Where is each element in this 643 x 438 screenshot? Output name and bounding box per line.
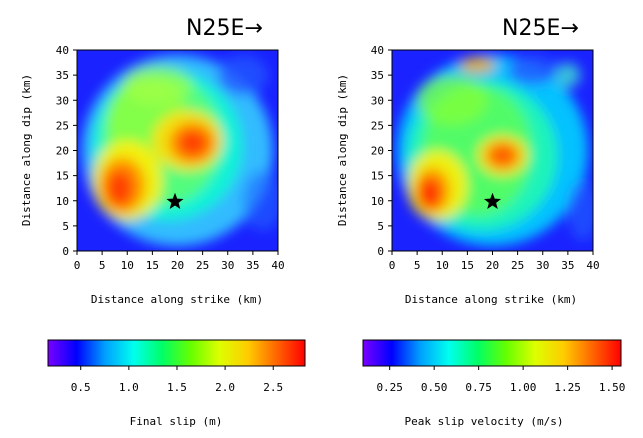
heatmap-patch — [242, 170, 278, 231]
y-tick-label: 20 — [371, 145, 384, 158]
y-tick-label: 30 — [56, 94, 69, 107]
y-tick-label: 40 — [371, 44, 384, 57]
hypocenter-star-icon — [166, 192, 184, 210]
x-tick-label: 35 — [246, 259, 259, 272]
axis-ticks: 0 5 10 15 20 25 30 35 40 0 5 10 15 20 25 30 35 40 — [371, 44, 600, 272]
x-tick-label: 30 — [221, 259, 234, 272]
colorbar-tick-label: 2.0 — [215, 381, 235, 394]
heatmap-patch — [507, 55, 558, 86]
colorbar-gradient — [47, 339, 306, 367]
x-tick-label: 40 — [271, 259, 284, 272]
heatmap-patch — [217, 55, 268, 96]
colorbar-ticks: 0.25 0.50 0.75 1.00 1.25 1.50 — [376, 366, 625, 394]
x-tick-label: 30 — [536, 259, 549, 272]
y-tick-label: 30 — [371, 94, 384, 107]
y-tick-label: 20 — [56, 145, 69, 158]
panel-final-slip: N25E→ 0 5 10 15 20 25 30 35 40 0 5 10 15 20 25 30 35 40 D… — [20, 16, 285, 306]
panel-peak-slip-velocity: N25E→ 0 5 10 15 20 25 30 35 40 0 5 10 15 20 25 30 35 40 D… — [336, 16, 600, 306]
heatmap-patch — [486, 142, 519, 169]
x-tick-label: 35 — [561, 259, 574, 272]
colorbar-tick-label: 1.5 — [167, 381, 187, 394]
colorbar-tick-label: 0.50 — [421, 381, 448, 394]
heatmap-patch — [555, 62, 581, 88]
x-tick-label: 10 — [121, 259, 134, 272]
hypocenter-star-icon — [483, 192, 502, 210]
x-tick-label: 0 — [74, 259, 81, 272]
x-tick-label: 15 — [146, 259, 159, 272]
y-tick-label: 35 — [56, 69, 69, 82]
x-tick-label: 25 — [511, 259, 524, 272]
x-tick-label: 0 — [389, 259, 396, 272]
y-tick-label: 5 — [62, 220, 69, 233]
x-tick-label: 40 — [586, 259, 599, 272]
y-tick-label: 35 — [371, 69, 384, 82]
hypocenter-star — [166, 192, 184, 210]
y-tick-label: 0 — [62, 245, 69, 258]
y-tick-label: 15 — [371, 170, 384, 183]
x-axis-label: Distance along strike (km) — [91, 293, 263, 306]
panel-title: N25E→ — [502, 16, 579, 41]
x-tick-label: 20 — [486, 259, 499, 272]
colorbar-final-slip: 0.5 1.0 1.5 2.0 2.5 Final slip (m) — [47, 339, 306, 428]
y-tick-label: 5 — [377, 220, 384, 233]
colorbar-tick-label: 0.25 — [376, 381, 403, 394]
slip-heatmap — [77, 50, 278, 251]
y-tick-label: 25 — [56, 119, 69, 132]
x-tick-label: 5 — [99, 259, 106, 272]
heatmap-patch — [180, 131, 206, 155]
colorbar-tick-label: 1.50 — [599, 381, 626, 394]
colorbar-tick-label: 1.00 — [510, 381, 537, 394]
heatmap-patch — [567, 180, 593, 241]
y-tick-label: 25 — [371, 119, 384, 132]
y-tick-label: 10 — [371, 195, 384, 208]
colorbar-tick-label: 2.5 — [263, 381, 283, 394]
x-tick-label: 10 — [436, 259, 449, 272]
x-tick-label: 5 — [414, 259, 421, 272]
colorbar-ticks: 0.5 1.0 1.5 2.0 2.5 — [71, 366, 283, 394]
heatmap-patch — [417, 75, 488, 126]
y-tick-label: 0 — [377, 245, 384, 258]
slip-velocity-heatmap — [392, 50, 593, 251]
colorbar-tick-label: 0.5 — [71, 381, 91, 394]
y-tick-label: 15 — [56, 170, 69, 183]
x-axis-label: Distance along strike (km) — [405, 293, 577, 306]
colorbar-tick-label: 0.75 — [465, 381, 492, 394]
colorbar-label: Peak slip velocity (m/s) — [405, 415, 564, 428]
heatmap-patch — [418, 178, 441, 209]
y-tick-label: 40 — [56, 44, 69, 57]
colorbar-peak-slip-velocity: 0.25 0.50 0.75 1.00 1.25 1.50 Peak slip veloc… — [362, 339, 625, 428]
colorbar-label: Final slip (m) — [130, 415, 223, 428]
x-tick-label: 25 — [196, 259, 209, 272]
x-tick-label: 20 — [171, 259, 184, 272]
colorbar-gradient — [362, 339, 622, 367]
heatmap-patch — [122, 65, 193, 106]
y-axis-label: Distance along dip (km) — [20, 74, 33, 226]
panel-title: N25E→ — [186, 16, 263, 41]
axis-ticks: 0 5 10 15 20 25 30 35 40 0 5 10 15 20 25 30 35 40 — [56, 44, 285, 272]
colorbar-tick-label: 1.25 — [554, 381, 581, 394]
hypocenter-star — [483, 192, 502, 210]
y-axis-label: Distance along dip (km) — [336, 74, 349, 226]
colorbar-tick-label: 1.0 — [119, 381, 139, 394]
x-tick-label: 15 — [461, 259, 474, 272]
y-tick-label: 10 — [56, 195, 69, 208]
heatmap-patch — [459, 57, 496, 74]
heatmap-patch — [107, 170, 133, 206]
